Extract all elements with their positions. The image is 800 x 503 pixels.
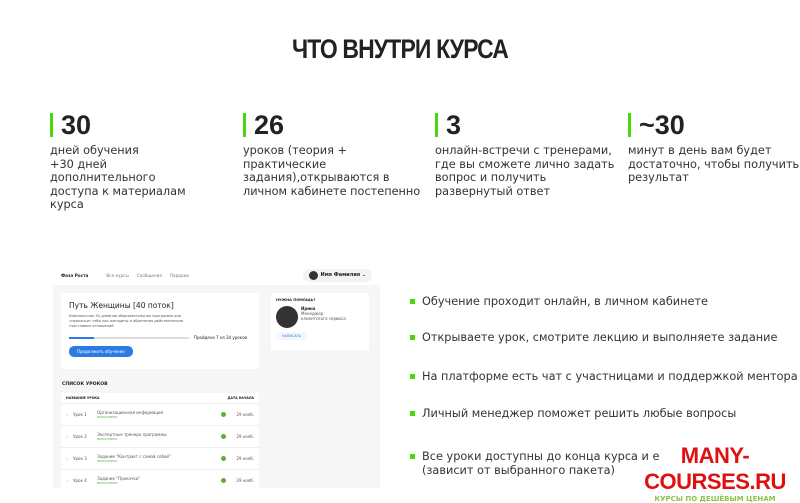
stat-number: 30 <box>61 109 92 140</box>
progress-bar <box>69 336 189 339</box>
accent-bar <box>435 113 438 137</box>
manager-role: Менеджер клиентского сервиса <box>301 311 346 321</box>
feature-bullet: Открываете урок, смотрите лекцию и выпол… <box>410 331 777 345</box>
col-name: НАЗВАНИЕ УРОКА <box>66 396 100 400</box>
bullet-text: Открываете урок, смотрите лекцию и выпол… <box>422 331 778 344</box>
lesson-row: ▷ Урок 1 Организационная информация выполне… <box>61 403 259 425</box>
mock-nav-item: Подарки <box>169 272 189 278</box>
lesson-number: Урок 3 <box>73 456 87 461</box>
stat-item: ~30 минут в день вам будет достаточно, чт… <box>628 109 800 185</box>
stat-text: минут в день вам будет достаточно, чтобы… <box>628 144 800 184</box>
lesson-number: Урок 1 <box>73 412 87 417</box>
feature-bullet: Обучение проходит онлайн, в личном кабин… <box>410 295 708 309</box>
bullet-square-icon <box>410 454 415 459</box>
write-button: НАПИСАТЬ <box>276 332 308 340</box>
lesson-row: ▷ Урок 3 Задание "Контракт с самой собой" в… <box>61 447 259 469</box>
bullet-text: Все уроки доступны до конца курса и е (з… <box>422 450 660 477</box>
section-title: ЧТО ВНУТРИ КУРСА <box>291 34 509 64</box>
mock-navbar: Фаза Роста Все курсы Сообщения Подарки И… <box>53 265 380 285</box>
lessons-title: СПИСОК УРОКОВ <box>62 382 108 387</box>
stat-text: дней обучения +30 дней дополнительного д… <box>50 144 186 211</box>
lesson-row: ▷ Урок 4 Задание "Прокачка" выполнено 29 ноя… <box>61 469 259 488</box>
lesson-number: Урок 2 <box>73 434 87 439</box>
check-icon <box>221 456 227 461</box>
stat-number: 26 <box>254 109 285 140</box>
col-date: ДАТА НАЧАЛА <box>227 396 254 400</box>
check-icon <box>221 434 227 439</box>
feature-bullet: На платформе есть чат с участницами и по… <box>410 370 798 384</box>
progress-text: Пройдено 7 из 34 уроков <box>194 335 247 340</box>
continue-button: Продолжить обучение <box>69 346 133 357</box>
lesson-date: 29 нояб. <box>236 456 254 461</box>
avatar <box>308 270 318 280</box>
lesson-row: ▷ Урок 2 Экспертные тренера программы выпол… <box>61 425 259 447</box>
bullet-text: Личный менеджер поможет решить любые воп… <box>422 407 737 420</box>
accent-bar <box>628 113 631 137</box>
help-card: НУЖНА ПОМОЩЬ? Ирина Менеджер клиентского … <box>271 293 369 350</box>
lesson-title: Организационная информация <box>97 410 164 415</box>
bullet-square-icon <box>410 374 415 379</box>
stat-number: 3 <box>446 109 462 140</box>
mock-nav-item: Сообщения <box>136 272 162 278</box>
bullet-square-icon <box>410 299 415 304</box>
course-card: Путь Женщины [40 поток] Комплексная 30-д… <box>61 293 259 369</box>
manager-name: Ирина <box>301 306 316 311</box>
mock-user: Имя Фамилия ⌄ <box>302 268 372 282</box>
user-name: Имя Фамилия <box>320 272 361 278</box>
bullet-square-icon <box>410 411 415 416</box>
lesson-status: выполнено <box>97 437 118 441</box>
stat-item: 3 онлайн-встречи с тренерами, где вы смож… <box>435 109 620 198</box>
stat-text: онлайн-встречи с тренерами, где вы сможе… <box>435 144 615 198</box>
check-icon <box>221 478 227 483</box>
stat-number: ~30 <box>639 109 685 140</box>
accent-bar <box>50 113 53 137</box>
lesson-date: 29 нояб. <box>236 478 254 483</box>
stat-item: 30 дней обучения +30 дней дополнительного… <box>50 109 235 212</box>
accent-bar <box>243 113 246 137</box>
lesson-date: 29 нояб. <box>236 434 254 439</box>
help-title: НУЖНА ПОМОЩЬ? <box>276 298 316 302</box>
mock-logo: Фаза Роста <box>61 272 89 278</box>
watermark-logo: MANY-COURSES.RU КУРСЫ ПО ДЕШЁВЫМ ЦЕНАМ <box>644 443 786 503</box>
manager-photo <box>276 306 298 328</box>
dashboard-mockup: Фаза Роста Все курсы Сообщения Подарки И… <box>53 265 380 488</box>
mock-nav-item: Все курсы <box>106 272 129 278</box>
bullet-text: На платформе есть чат с участницами и по… <box>422 370 798 383</box>
stat-item: 26 уроков (теория + практические задания)… <box>243 109 428 198</box>
lessons-table: НАЗВАНИЕ УРОКА ДАТА НАЧАЛА ▷ Урок 1 Организ… <box>61 393 259 488</box>
check-icon <box>221 412 227 417</box>
lesson-status: выполнено <box>97 415 118 419</box>
lesson-title: Задание "Прокачка" <box>97 476 141 481</box>
course-desc: Комплексная 30-дневная образовательная п… <box>69 314 184 328</box>
lesson-title: Экспертные тренера программы <box>97 432 167 437</box>
lesson-status: выполнено <box>97 459 118 463</box>
feature-bullet: Личный менеджер поможет решить любые воп… <box>410 407 736 421</box>
lesson-number: Урок 4 <box>73 478 87 483</box>
lesson-title: Задание "Контракт с самой собой" <box>97 454 171 459</box>
course-title: Путь Женщины [40 поток] <box>69 301 174 310</box>
bullet-square-icon <box>410 335 415 340</box>
stat-text: уроков (теория + практические задания),о… <box>243 144 421 198</box>
lesson-status: выполнено <box>97 481 118 485</box>
feature-bullet: Все уроки доступны до конца курса и е (з… <box>410 450 659 478</box>
lesson-date: 29 нояб. <box>236 412 254 417</box>
bullet-text: Обучение проходит онлайн, в личном кабин… <box>422 295 708 308</box>
